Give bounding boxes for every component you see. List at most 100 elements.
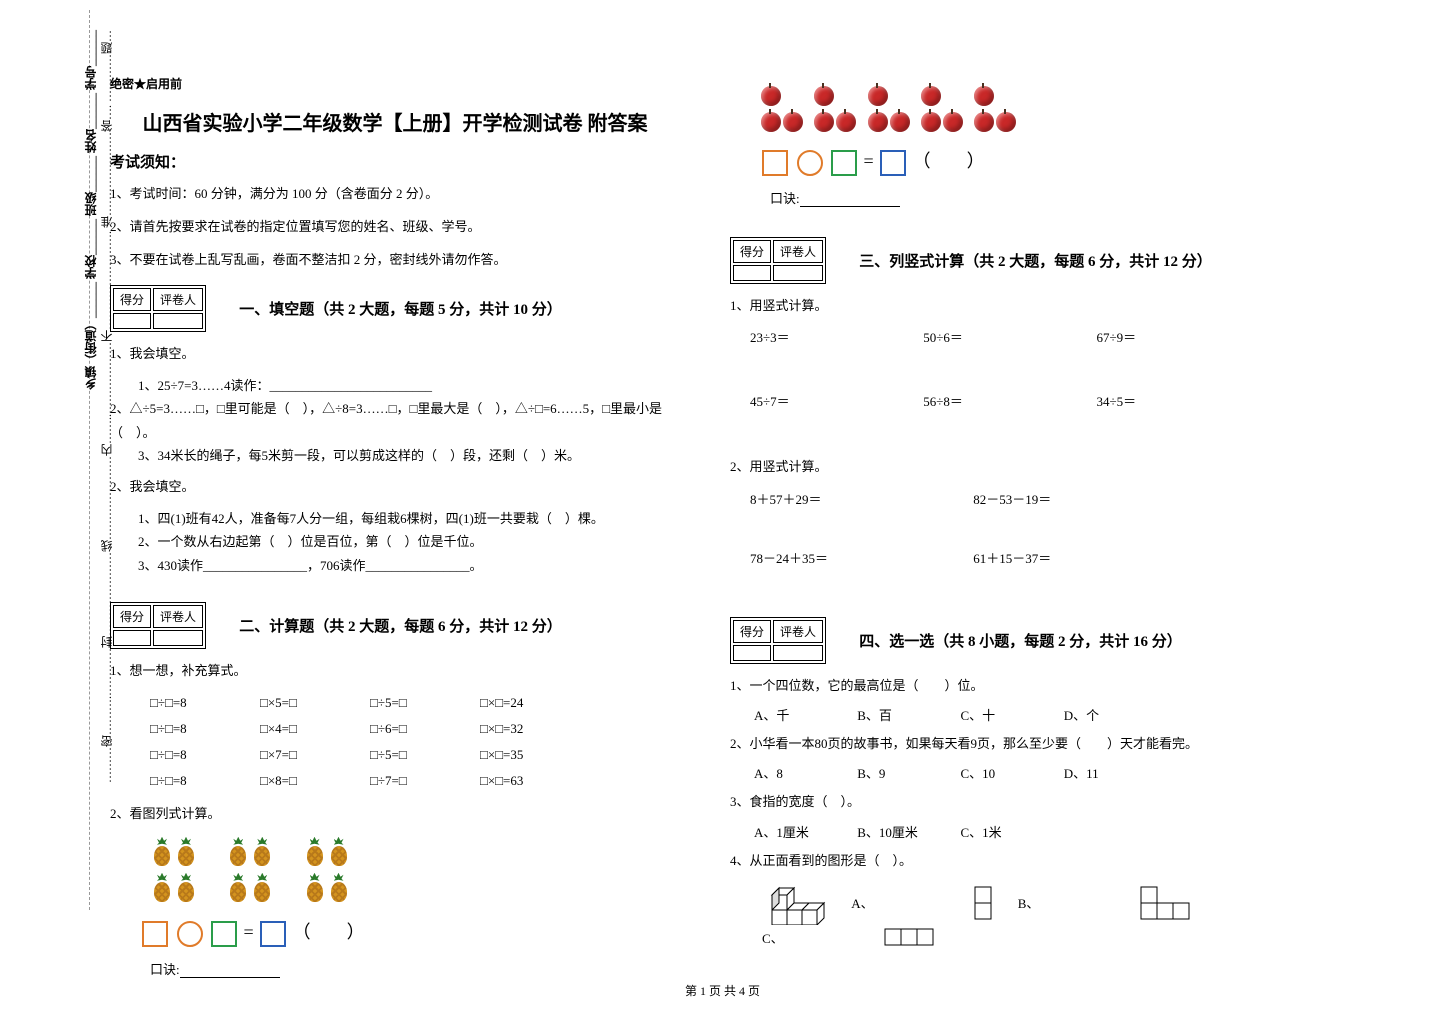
calc: 8＋57＋29＝ xyxy=(750,489,970,508)
koujue-label: 口诀: xyxy=(770,191,800,206)
calc: 78－24＋35＝ xyxy=(750,548,970,567)
notice-item: 2、请首先按要求在试卷的指定位置填写您的姓名、班级、学号。 xyxy=(110,217,680,238)
operator-circle xyxy=(177,921,203,947)
koujue-label: 口诀: xyxy=(150,962,180,977)
calc: 56÷8＝ xyxy=(923,391,1093,410)
view-option-b-icon xyxy=(1137,883,1197,923)
calc-row: 23÷3＝ 50÷6＝ 67÷9＝ xyxy=(750,327,1300,346)
eq: □÷7=□ xyxy=(370,768,480,794)
q2-b: 2、一个数从右边起第（ ）位是百位，第（ ）位是千位。 xyxy=(138,530,680,553)
equation-boxes: = （ ） xyxy=(140,918,680,947)
choice-row: A、千 B、百 C、十 D、个 xyxy=(754,705,1300,724)
opt: B、9 xyxy=(857,763,957,782)
x2-stem: 2、小华看一本80页的故事书，如果每天看9页，那么至少要（ ）天才能看完。 xyxy=(730,732,1300,755)
calc: 45÷7＝ xyxy=(750,391,920,410)
section-4-header: 得分评卷人 四、选一选（共 8 小题，每题 2 分，共计 16 分） xyxy=(730,617,1300,664)
apple-figure xyxy=(760,85,1300,137)
opt-label: B、 xyxy=(1018,893,1118,912)
opt-label: A、 xyxy=(851,893,951,912)
eq: □×7=□ xyxy=(260,742,370,768)
eq: □÷□=8 xyxy=(150,690,260,716)
page-footer: 第 1 页 共 4 页 xyxy=(0,982,1445,999)
opt-label: C、 xyxy=(762,928,862,947)
eq: □×□=63 xyxy=(480,768,590,794)
opt: A、1厘米 xyxy=(754,822,854,841)
calc: 82－53－19＝ xyxy=(973,489,1193,508)
equation-grid: □÷□=8□×5=□□÷5=□□×□=24 □÷□=8□×4=□□÷6=□□×□… xyxy=(150,690,680,794)
calc: 34÷5＝ xyxy=(1097,391,1267,410)
view-option-c-icon xyxy=(881,925,941,949)
opt: D、11 xyxy=(1064,763,1164,782)
section-1-header: 得分评卷人 一、填空题（共 2 大题，每题 5 分，共计 10 分） xyxy=(110,285,680,332)
section-title: 四、选一选（共 8 小题，每题 2 分，共计 16 分） xyxy=(859,630,1182,651)
cube-3d-icon xyxy=(762,880,832,925)
right-column: = （ ） 口诀: 得分评卷人 三、列竖式计算（共 2 大题，每题 6 分，共计… xyxy=(730,75,1300,978)
equation-boxes: = （ ） xyxy=(760,147,1300,176)
eq: □÷5=□ xyxy=(370,742,480,768)
c1-stem: 1、想一想，补充算式。 xyxy=(110,659,680,682)
choice-row: A、1厘米 B、10厘米 C、1米 xyxy=(754,822,1300,841)
section-title: 一、填空题（共 2 大题，每题 5 分，共计 10 分） xyxy=(239,298,562,319)
eq: □×8=□ xyxy=(260,768,370,794)
koujue: 口诀: xyxy=(770,188,1300,207)
x1-stem: 1、一个四位数，它的最高位是（ ）位。 xyxy=(730,674,1300,697)
notice-item: 3、不要在试卷上乱写乱画，卷面不整洁扣 2 分，密封线外请勿作答。 xyxy=(110,250,680,271)
q1-a: 1、25÷7=3……4读作：_________________________ xyxy=(138,374,680,397)
eq: □÷6=□ xyxy=(370,716,480,742)
opt: C、10 xyxy=(961,763,1061,782)
opt: A、8 xyxy=(754,763,854,782)
grader-label: 评卷人 xyxy=(153,605,203,628)
calc: 67÷9＝ xyxy=(1097,327,1267,346)
opt: B、百 xyxy=(857,705,957,724)
score-label: 得分 xyxy=(113,288,151,311)
section-title: 三、列竖式计算（共 2 大题，每题 6 分，共计 12 分） xyxy=(859,250,1212,271)
q2-c: 3、430读作________________，706读作___________… xyxy=(138,554,680,577)
exam-title: 山西省实验小学二年级数学【上册】开学检测试卷 附答案 xyxy=(110,107,680,136)
score-box: 得分评卷人 xyxy=(110,285,206,332)
paren: （ ） xyxy=(913,151,985,171)
x4-figures: A、 B、 C、 xyxy=(754,880,1300,949)
q1-stem: 1、我会填空。 xyxy=(110,342,680,365)
eq: □×□=32 xyxy=(480,716,590,742)
v2-stem: 2、用竖式计算。 xyxy=(730,455,1300,478)
binding-fields: 乡镇（街道）______ 学校______ 班级______ 姓名______ … xyxy=(82,30,99,390)
result-box xyxy=(260,921,286,947)
operand-box xyxy=(211,921,237,947)
calc-row: 8＋57＋29＝ 82－53－19＝ xyxy=(750,489,1300,508)
operand-box xyxy=(831,150,857,176)
eq: □×□=24 xyxy=(480,690,590,716)
score-label: 得分 xyxy=(733,620,771,643)
grader-label: 评卷人 xyxy=(773,240,823,263)
calc-row: 78－24＋35＝ 61＋15－37＝ xyxy=(750,548,1300,567)
operand-box xyxy=(142,921,168,947)
score-box: 得分评卷人 xyxy=(730,237,826,284)
grader-label: 评卷人 xyxy=(773,620,823,643)
score-box: 得分评卷人 xyxy=(110,602,206,649)
notice-header: 考试须知： xyxy=(110,151,680,172)
score-box: 得分评卷人 xyxy=(730,617,826,664)
eq: □×□=35 xyxy=(480,742,590,768)
x4-stem: 4、从正面看到的图形是（ ）。 xyxy=(730,849,1300,872)
q2-a: 1、四(1)班有42人，准备每7人分一组，每组栽6棵树，四(1)班一共要栽（ ）… xyxy=(138,507,680,530)
binding-edge: 乡镇（街道）______ 学校______ 班级______ 姓名______ … xyxy=(30,10,90,910)
v1-stem: 1、用竖式计算。 xyxy=(730,294,1300,317)
koujue: 口诀: xyxy=(150,959,680,978)
opt: D、个 xyxy=(1064,705,1164,724)
q2-stem: 2、我会填空。 xyxy=(110,475,680,498)
operator-circle xyxy=(797,150,823,176)
q1-b: 2、△÷5=3……□，□里可能是（ ），△÷8=3……□，□里最大是（ ），△÷… xyxy=(110,397,680,444)
section-2-header: 得分评卷人 二、计算题（共 2 大题，每题 6 分，共计 12 分） xyxy=(110,602,680,649)
calc-row: 45÷7＝ 56÷8＝ 34÷5＝ xyxy=(750,391,1300,410)
q1-c: 3、34米长的绳子，每5米剪一段，可以剪成这样的（ ）段，还剩（ ）米。 xyxy=(138,444,680,467)
page-content: 绝密★启用前 山西省实验小学二年级数学【上册】开学检测试卷 附答案 考试须知： … xyxy=(110,75,1410,978)
calc: 61＋15－37＝ xyxy=(973,548,1193,567)
equals: = xyxy=(864,151,874,171)
score-label: 得分 xyxy=(113,605,151,628)
pineapple-figure xyxy=(150,836,680,908)
confidential-label: 绝密★启用前 xyxy=(110,75,680,92)
eq: □÷□=8 xyxy=(150,742,260,768)
section-title: 二、计算题（共 2 大题，每题 6 分，共计 12 分） xyxy=(239,615,562,636)
score-label: 得分 xyxy=(733,240,771,263)
left-column: 绝密★启用前 山西省实验小学二年级数学【上册】开学检测试卷 附答案 考试须知： … xyxy=(110,75,680,978)
paren: （ ） xyxy=(293,922,365,942)
